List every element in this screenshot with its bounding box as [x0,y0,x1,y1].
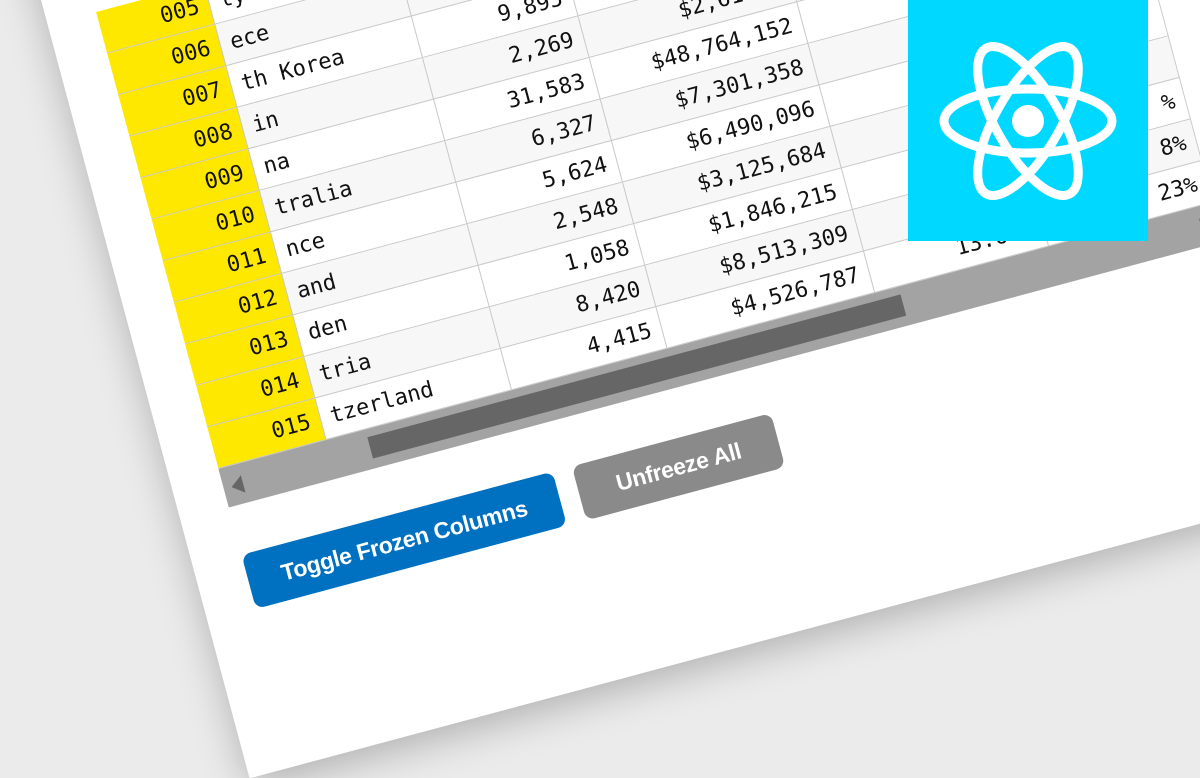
react-logo-icon [939,41,1117,200]
react-logo [908,0,1148,241]
arrow-left-icon[interactable] [229,475,246,496]
